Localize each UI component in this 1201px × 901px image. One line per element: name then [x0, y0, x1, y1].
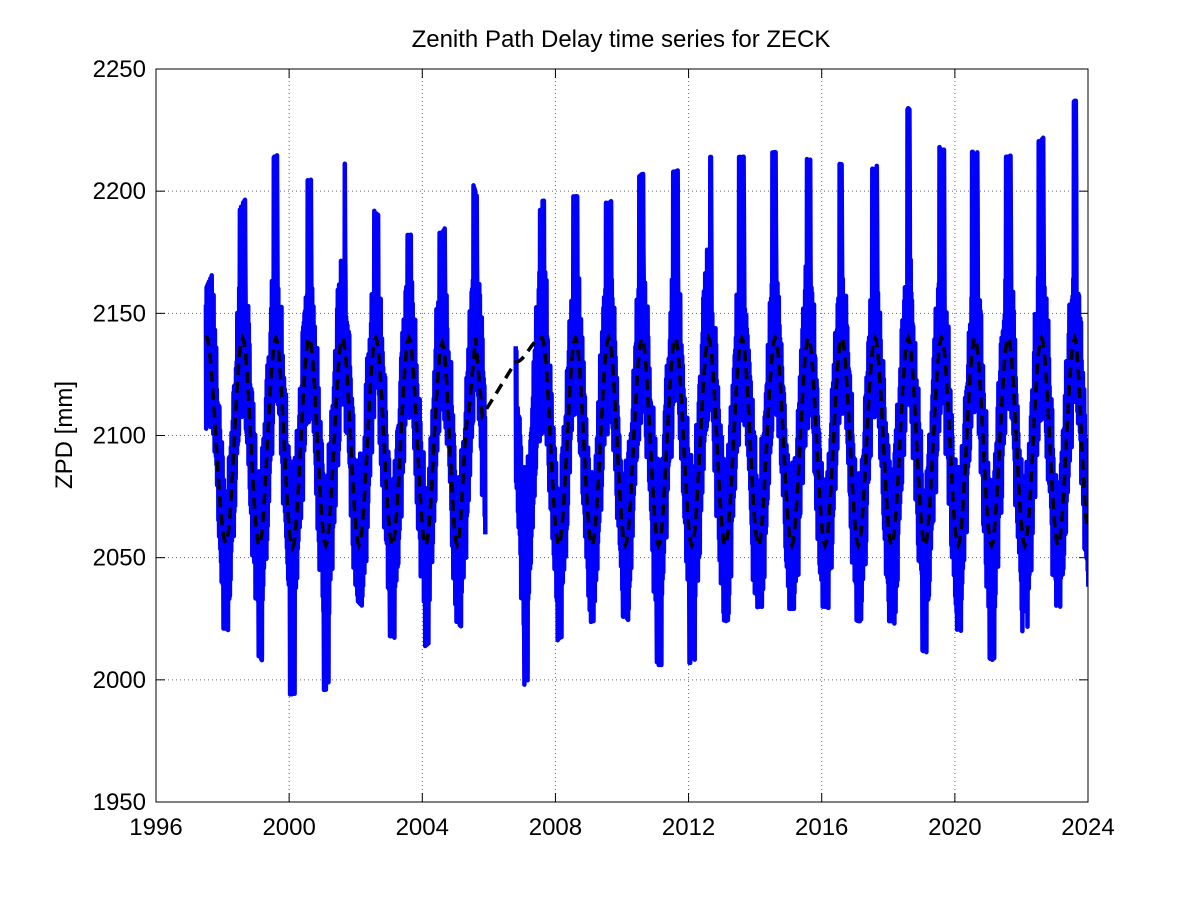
y-tick-label-2200: 2200 [93, 178, 146, 205]
x-tick-label-2004: 2004 [396, 814, 449, 841]
y-tick-label-2150: 2150 [93, 300, 146, 327]
x-tick-label-2016: 2016 [795, 814, 848, 841]
y-tick-label-2000: 2000 [93, 667, 146, 694]
y-tick-label-2250: 2250 [93, 56, 146, 83]
x-tick-label-2000: 2000 [262, 814, 315, 841]
axis-ticks: 1996 2000 2004 2008 2012 2016 2020 2024 1950 2000… [93, 56, 1115, 841]
chart-title: Zenith Path Delay time series for ZECK [412, 26, 831, 53]
x-tick-label-1996: 1996 [129, 814, 182, 841]
x-tick-label-2024: 2024 [1061, 814, 1114, 841]
zpd-model-dashed-line [204, 332, 1088, 553]
y-tick-label-2050: 2050 [93, 545, 146, 572]
plot-area [203, 98, 1088, 697]
x-tick-label-2008: 2008 [529, 814, 582, 841]
x-tick-label-2012: 2012 [662, 814, 715, 841]
y-tick-label-1950: 1950 [93, 789, 146, 816]
x-tick-label-2020: 2020 [928, 814, 981, 841]
y-axis-label: ZPD [mm] [51, 381, 78, 489]
y-tick-label-2100: 2100 [93, 423, 146, 450]
